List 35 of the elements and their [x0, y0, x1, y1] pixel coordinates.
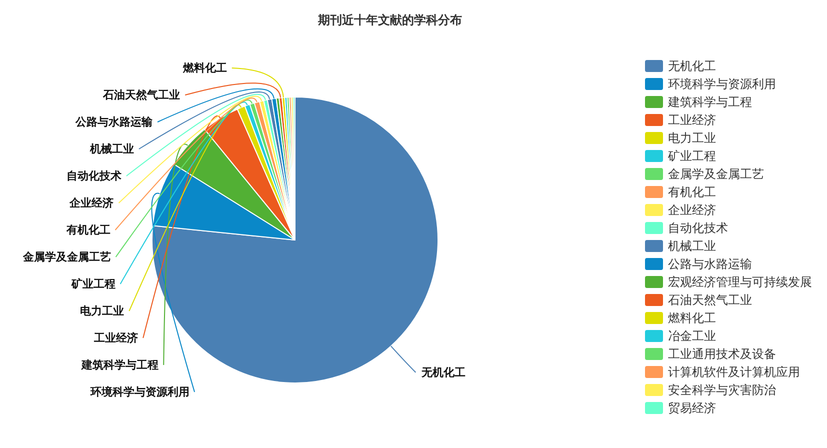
legend-label: 工业经济: [668, 113, 716, 127]
legend-label: 贸易经济: [668, 401, 716, 415]
legend-label: 环境科学与资源利用: [668, 77, 776, 91]
legend-label: 矿业工程: [667, 149, 716, 163]
slice-label: 建筑科学与工程: [80, 358, 159, 372]
slice-label: 燃料化工: [182, 62, 227, 74]
legend-label: 石油天然气工业: [668, 293, 752, 307]
legend-label: 企业经济: [668, 203, 716, 217]
title: 期刊近十年文献的学科分布: [318, 13, 462, 27]
legend-label: 宏观经济管理与可持续发展: [668, 275, 812, 289]
slice-label: 金属学及金属工艺: [22, 250, 111, 264]
legend-label: 建筑科学与工程: [667, 95, 752, 109]
legend-label: 无机化工: [668, 59, 716, 73]
legend-label: 电力工业: [668, 131, 716, 145]
slice-label: 矿业工程: [70, 278, 116, 290]
slice-label: 工业经济: [93, 332, 138, 344]
legend-label: 机械工业: [668, 239, 716, 253]
slice-label: 电力工业: [80, 304, 124, 318]
legend-label: 公路与水路运输: [668, 257, 752, 271]
slice-label: 有机化工: [65, 224, 110, 236]
legend-label: 安全科学与灾害防治: [668, 383, 776, 397]
slice-label: 自动化技术: [66, 170, 122, 182]
legend-label: 冶金工业: [668, 329, 716, 343]
legend-label: 工业通用技术及设备: [668, 347, 776, 361]
legend-label: 有机化工: [668, 185, 716, 199]
legend-label: 计算机软件及计算机应用: [668, 365, 800, 379]
legend-label: 金属学及金属工艺: [668, 167, 764, 181]
legend-label: 燃料化工: [668, 311, 716, 325]
slice-label: 机械工业: [88, 142, 134, 156]
slice-label: 无机化工: [420, 366, 466, 379]
slice-label: 企业经济: [68, 196, 114, 210]
slice-label: 公路与水路运输: [74, 116, 154, 128]
slice-label: 环境科学与资源利用: [90, 386, 190, 398]
legend-label: 自动化技术: [668, 221, 728, 235]
slice-label: 石油天然气工业: [102, 88, 180, 102]
